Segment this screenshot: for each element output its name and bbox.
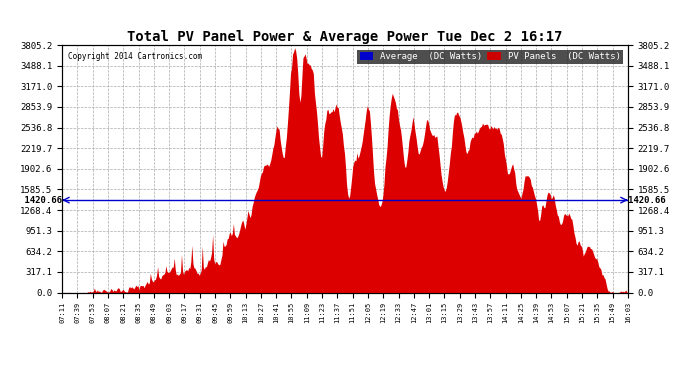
Legend: Average  (DC Watts), PV Panels  (DC Watts): Average (DC Watts), PV Panels (DC Watts) (357, 50, 623, 64)
Text: 1420.66: 1420.66 (629, 196, 671, 205)
Title: Total PV Panel Power & Average Power Tue Dec 2 16:17: Total PV Panel Power & Average Power Tue… (127, 30, 563, 44)
Text: Copyright 2014 Cartronics.com: Copyright 2014 Cartronics.com (68, 53, 202, 62)
Text: 1420.66: 1420.66 (19, 196, 61, 205)
